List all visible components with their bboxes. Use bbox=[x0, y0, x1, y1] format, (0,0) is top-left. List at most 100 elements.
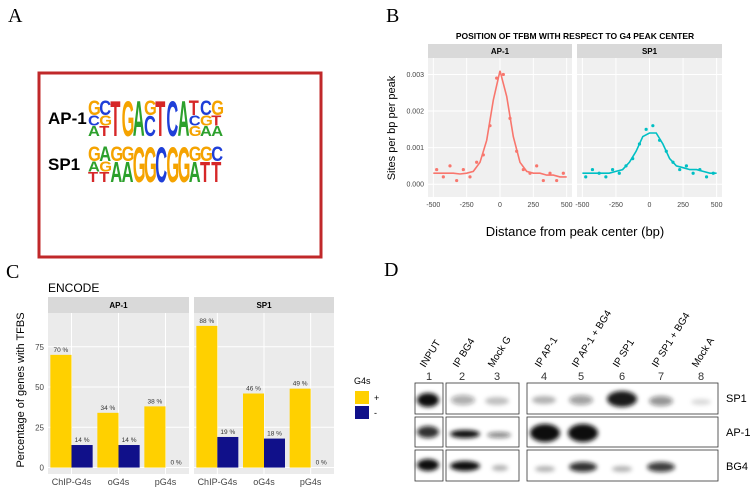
lane-header: IP BG4 bbox=[451, 336, 478, 369]
x-tick-label: pG4s bbox=[155, 477, 177, 487]
data-point bbox=[461, 167, 465, 172]
value-label: 0 % bbox=[316, 460, 327, 467]
x-tick-label: 500 bbox=[711, 202, 723, 209]
data-point bbox=[584, 175, 588, 179]
facet-strip bbox=[48, 297, 189, 313]
data-point bbox=[691, 171, 695, 175]
logo-letter: G bbox=[144, 136, 157, 192]
logo-letter: T bbox=[211, 113, 222, 129]
motif-name: SP1 bbox=[48, 155, 80, 174]
value-label: 49 % bbox=[293, 381, 308, 388]
logo-letter: T bbox=[189, 96, 199, 119]
lane-header: IP AP-1 bbox=[533, 335, 560, 370]
data-point bbox=[435, 167, 439, 172]
fit-line bbox=[582, 132, 717, 174]
bar bbox=[243, 393, 264, 468]
data-point bbox=[604, 175, 608, 179]
x-tick-label: 250 bbox=[677, 202, 689, 209]
bar bbox=[71, 445, 93, 468]
logo-letter: T bbox=[155, 90, 165, 146]
logo-letter: G bbox=[99, 159, 112, 175]
data-point bbox=[501, 72, 505, 77]
facet-title: AP-1 bbox=[491, 47, 510, 56]
y-tick-label: 25 bbox=[35, 423, 44, 432]
x-tick-label: -500 bbox=[575, 202, 589, 209]
logo-frame bbox=[37, 71, 323, 259]
bar bbox=[196, 325, 218, 468]
data-point bbox=[548, 171, 552, 175]
data-point bbox=[561, 171, 565, 175]
logo-letter: A bbox=[211, 124, 223, 140]
lane-header: Mock G bbox=[486, 334, 514, 369]
x-tick-label: 250 bbox=[527, 202, 539, 209]
data-point bbox=[441, 175, 445, 179]
panel-label: B bbox=[386, 5, 399, 27]
y-tick-label: 0 bbox=[40, 464, 45, 473]
x-tick-label: 0 bbox=[498, 202, 502, 209]
logo-letter: G bbox=[200, 113, 213, 129]
value-label: 19 % bbox=[220, 429, 235, 436]
panel-label: A bbox=[8, 5, 23, 27]
logo-letter: A bbox=[200, 124, 212, 140]
legend-label: - bbox=[374, 408, 377, 418]
value-label: 70 % bbox=[54, 347, 69, 354]
bar bbox=[97, 412, 119, 468]
lane-number: 6 bbox=[619, 371, 625, 383]
data-point bbox=[475, 160, 479, 164]
bar bbox=[264, 438, 285, 468]
row-label: AP-1 bbox=[726, 427, 750, 439]
y-tick-label: 0.002 bbox=[406, 109, 424, 116]
data-point bbox=[535, 164, 539, 168]
value-label: 14 % bbox=[122, 437, 137, 444]
facet-title: SP1 bbox=[642, 47, 658, 56]
logo-letter: G bbox=[178, 136, 191, 192]
legend-swatch bbox=[355, 391, 369, 404]
logo-letter: T bbox=[99, 124, 110, 140]
y-tick-label: 0.000 bbox=[406, 182, 424, 189]
data-point bbox=[684, 164, 689, 168]
logo-letter: G bbox=[211, 96, 224, 119]
legend-label: + bbox=[374, 393, 379, 403]
logo-letter: G bbox=[144, 96, 157, 119]
motif-name: AP-1 bbox=[48, 109, 87, 128]
logo-letter: C bbox=[88, 113, 100, 129]
logo-letter: A bbox=[133, 90, 145, 146]
logo-letter: C bbox=[144, 110, 156, 142]
logo-letter: C bbox=[189, 113, 201, 129]
lane-number: 4 bbox=[541, 371, 547, 383]
value-label: 88 % bbox=[199, 318, 214, 325]
data-point bbox=[617, 171, 621, 175]
logo-letter: A bbox=[110, 156, 122, 188]
fit-line bbox=[433, 70, 567, 178]
data-point bbox=[541, 178, 545, 183]
lane-number: 8 bbox=[698, 371, 704, 383]
legend-title: G4s bbox=[354, 376, 371, 386]
x-tick-label: 0 bbox=[648, 202, 652, 209]
logo-letter: T bbox=[88, 170, 99, 186]
x-tick-label: oG4s bbox=[108, 477, 130, 487]
lane-header: Mock A bbox=[690, 336, 717, 370]
logo-letter: G bbox=[99, 113, 112, 129]
x-tick-label: -250 bbox=[609, 202, 623, 209]
facet-title: SP1 bbox=[256, 301, 272, 310]
y-axis-label: Sites per bp per peak bbox=[386, 75, 398, 180]
data-point bbox=[704, 175, 709, 179]
logo-letter: G bbox=[88, 142, 101, 165]
data-point bbox=[590, 167, 595, 172]
logo-letter: C bbox=[155, 136, 167, 192]
logo-letter: G bbox=[110, 142, 123, 165]
data-point bbox=[468, 175, 472, 179]
logo-letter: A bbox=[189, 156, 201, 188]
row-label: BG4 bbox=[726, 461, 748, 473]
x-tick-label: pG4s bbox=[300, 477, 322, 487]
logo-letter: G bbox=[166, 136, 179, 192]
logo-letter: C bbox=[200, 96, 212, 119]
lane-header: IP SP1 + BG4 bbox=[650, 311, 693, 370]
legend-swatch bbox=[355, 406, 369, 419]
x-tick-label: oG4s bbox=[253, 477, 275, 487]
x-tick-label: ChIP-G4s bbox=[198, 477, 238, 487]
lane-header: INPUT bbox=[418, 338, 443, 369]
logo-letter: G bbox=[189, 124, 202, 140]
data-point bbox=[644, 127, 648, 131]
